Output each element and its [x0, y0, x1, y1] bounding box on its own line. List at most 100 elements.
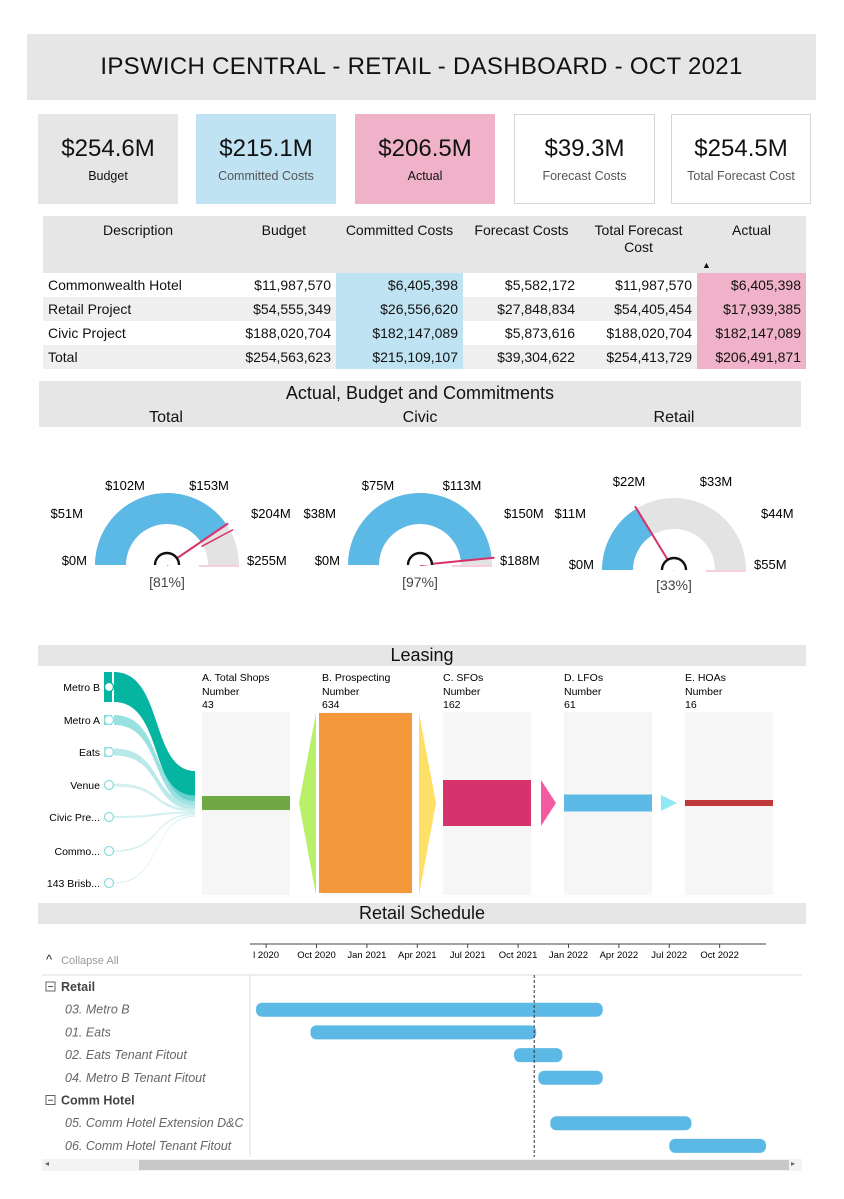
stage-bar[interactable] [564, 794, 652, 812]
table-row[interactable]: Commonwealth Hotel $11,987,570 $6,405,398 $… [43, 273, 806, 297]
gauges-header [39, 381, 801, 427]
source-label: Venue [70, 780, 100, 792]
stage-bar[interactable] [685, 800, 773, 806]
timeline-tick-label: Jan 2021 [347, 950, 386, 961]
scrollbar-thumb[interactable] [139, 1160, 789, 1170]
col-committed[interactable]: Committed Costs [336, 216, 463, 273]
collapse-all-label: Collapse All [61, 955, 119, 967]
cell-desc: Total [43, 345, 233, 369]
leasing-title: Leasing [390, 645, 454, 665]
stage-name: C. SFOs [443, 672, 483, 684]
source-node-icon[interactable] [103, 811, 115, 823]
stage-value: 43 [202, 699, 214, 711]
gauge-tick-label: $255M [247, 553, 287, 568]
source-label: Eats [79, 747, 100, 759]
stage-measure: Number [443, 686, 481, 698]
stage-transition [419, 713, 436, 895]
gauge-tick-label: $113M [443, 478, 482, 493]
task-label[interactable]: 06. Comm Hotel Tenant Fitout [65, 1139, 232, 1153]
stage-value: 634 [322, 699, 340, 711]
task-label[interactable]: 03. Metro B [65, 1003, 130, 1017]
expand-collapse-icon[interactable] [45, 981, 56, 992]
chevron-up-icon: ^ [46, 952, 53, 967]
cell-total-forecast: $11,987,570 [615, 277, 692, 293]
stage-bar[interactable] [443, 780, 531, 826]
task-bar[interactable] [256, 1002, 603, 1017]
scroll-right-icon[interactable]: ▸ [791, 1159, 796, 1168]
source-label: Metro A [64, 715, 100, 727]
leasing-funnel-chart: Metro B Metro A Eats Venue Civic Pre... Commo… [47, 672, 773, 895]
source-node-icon[interactable] [103, 681, 115, 693]
gauge-total [95, 493, 239, 567]
timeline-tick-label: Oct 2021 [499, 950, 538, 961]
col-actual-label: Actual [732, 222, 771, 238]
col-actual[interactable]: Actual ▲ [697, 216, 806, 273]
task-bar[interactable] [669, 1138, 766, 1153]
col-description[interactable]: Description [43, 216, 233, 273]
scroll-left-icon[interactable]: ◂ [45, 1159, 50, 1168]
stage-bar[interactable] [319, 713, 412, 893]
stage-measure: Number [202, 686, 240, 698]
cell-actual: $17,939,385 [697, 297, 806, 321]
source-node-icon[interactable] [103, 845, 115, 857]
group-label[interactable]: Comm Hotel [61, 1094, 135, 1108]
task-label[interactable]: 01. Eats [65, 1025, 111, 1039]
table-row[interactable]: Retail Project $54,555,349 $26,556,620 $27,… [43, 297, 806, 321]
task-bar[interactable] [550, 1116, 692, 1131]
kpi-budget-label: Budget [88, 169, 128, 183]
stage-bar[interactable] [202, 796, 290, 810]
cell-total-forecast: $188,020,704 [606, 325, 692, 341]
gauge-value-arc [348, 492, 492, 565]
cell-budget: $188,020,704 [245, 325, 331, 341]
leasing-header [38, 645, 806, 666]
schedule-gantt-chart: l 2020 Oct 2020 Jan 2021 Apr 2021 Jul 2021 Oc… [42, 943, 802, 1157]
kpi-actual-value: $206.5M [378, 135, 472, 162]
cell-budget: $11,987,570 [254, 277, 331, 293]
cell-budget: $54,555,349 [233, 297, 336, 321]
cost-table: Description Budget Committed Costs Forec… [43, 216, 806, 369]
col-budget[interactable]: Budget [233, 216, 336, 273]
gauge-percent-label: [97%] [402, 574, 438, 590]
stage-transition [661, 795, 677, 811]
cell-forecast: $5,582,172 [504, 277, 575, 293]
gauges-chart: $0M $51M $102M $153M $204M $255M [81%] $0M $38M $… [50, 474, 793, 593]
timeline-tick-label: Jan 2022 [549, 950, 588, 961]
col-forecast[interactable]: Forecast Costs [463, 216, 580, 273]
col-total-forecast[interactable]: Total Forecast Cost [580, 216, 697, 273]
stage-name: A. Total Shops [202, 672, 270, 684]
gauge-value-arc [602, 508, 653, 570]
timeline-tick-label: Jul 2021 [450, 950, 486, 961]
gauge-tick-label: $153M [189, 478, 229, 493]
source-node-icon[interactable] [103, 877, 115, 889]
table-row[interactable]: Total $254,563,623 $215,109,107 $39,304,622… [43, 345, 806, 369]
sort-ascending-icon[interactable]: ▲ [702, 260, 711, 270]
source-node-icon[interactable] [103, 746, 115, 758]
gauge-tick-label: $188M [500, 553, 540, 568]
gauge-tick-label: $55M [754, 557, 787, 572]
task-bar[interactable] [514, 1048, 563, 1063]
stage-measure: Number [564, 686, 602, 698]
collapse-all-button[interactable]: ^ Collapse All [46, 952, 119, 967]
horizontal-scrollbar[interactable]: ◂ ▸ [42, 1159, 802, 1171]
source-node-icon[interactable] [103, 714, 115, 726]
kpi-budget: $254.6M Budget [38, 114, 178, 204]
task-label[interactable]: 04. Metro B Tenant Fitout [65, 1071, 206, 1085]
cell-forecast: $27,848,834 [463, 297, 580, 321]
source-label: Commo... [54, 846, 100, 858]
task-bar[interactable] [538, 1070, 603, 1085]
expand-collapse-icon[interactable] [45, 1095, 56, 1105]
group-label[interactable]: Retail [61, 980, 95, 994]
source-label: Civic Pre... [49, 812, 100, 824]
stage-value: 61 [564, 699, 576, 711]
cell-committed: $215,109,107 [336, 345, 463, 369]
sankey-flow [114, 813, 195, 852]
task-label[interactable]: 05. Comm Hotel Extension D&C [65, 1116, 245, 1130]
sankey-flow [114, 715, 195, 806]
source-node-icon[interactable] [103, 779, 115, 791]
task-bar[interactable] [310, 1025, 537, 1040]
task-label[interactable]: 02. Eats Tenant Fitout [65, 1048, 187, 1062]
cell-actual: $6,405,398 [697, 273, 806, 297]
gauge-civic [348, 492, 495, 567]
cell-budget: $254,563,623 [233, 345, 336, 369]
table-row[interactable]: Civic Project $188,020,704 $182,147,089 $5,… [43, 321, 806, 345]
